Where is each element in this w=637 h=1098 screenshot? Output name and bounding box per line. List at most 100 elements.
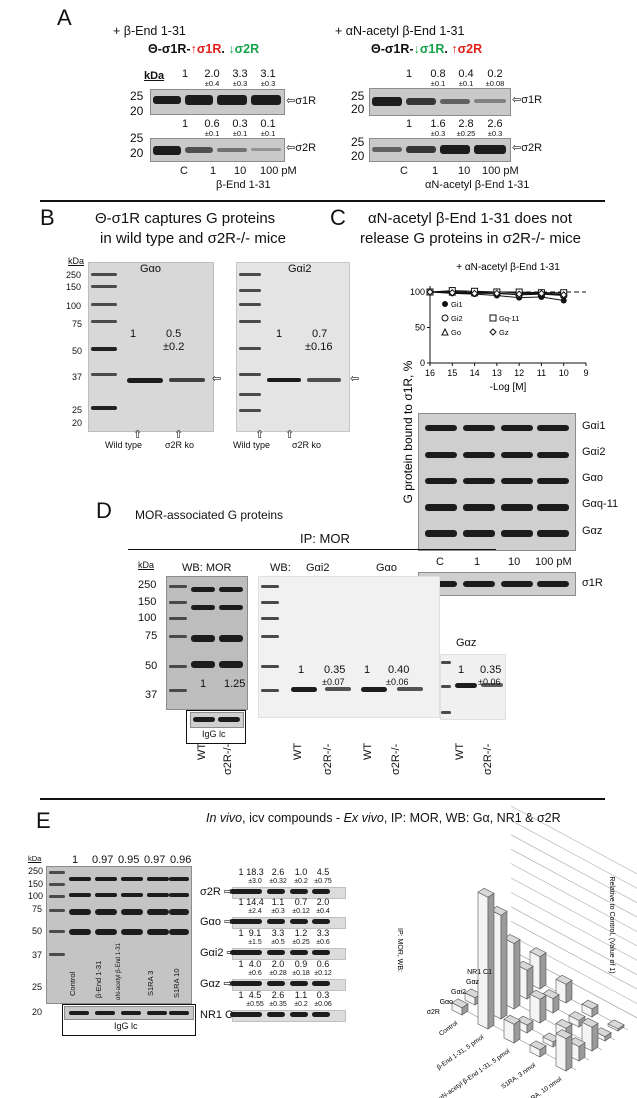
bar-side <box>526 1020 534 1034</box>
mw-marker: 50 <box>72 346 83 356</box>
bar-front <box>581 1003 593 1018</box>
blot-band <box>312 950 330 955</box>
ko-label: σ2R-/- <box>390 743 402 775</box>
y-tick-label: 100 <box>410 287 425 297</box>
series-line <box>430 291 564 295</box>
bar-front <box>594 1031 606 1042</box>
data-point <box>489 314 497 322</box>
quant-value: 4.0 ±0.6 <box>248 959 262 977</box>
x-label: Wild type <box>105 440 143 450</box>
quant-value: 0.35 <box>480 664 502 676</box>
bar-front <box>503 962 515 976</box>
bar-top <box>516 960 534 971</box>
bar-top <box>581 1017 599 1028</box>
quant-value: 0.97 <box>92 854 114 866</box>
blot-band <box>244 950 262 955</box>
data-point <box>448 289 456 297</box>
y-axis-label: G protein bound to σ1R, % <box>401 360 415 503</box>
row-label-3d: Gαo <box>440 999 453 1006</box>
column-label-3d: β-End 1-31, 5 pmol <box>436 1034 486 1072</box>
kda-label: kDa <box>138 560 155 570</box>
lane-label: 1 <box>474 556 481 568</box>
panel-b-title: Θ-σ1R captures G proteins <box>95 210 276 227</box>
quant-value: 0.4 ±0.1 <box>458 68 474 89</box>
mw-marker: 50 <box>32 926 43 936</box>
lane-label: 1 <box>432 165 439 177</box>
quant-value: 0.9 ±0.18 <box>292 959 310 977</box>
row-label: σ2R ⇨ <box>200 886 234 898</box>
subtitle-prefix: Θ-σ1R- <box>148 42 191 56</box>
bar-side <box>578 1015 586 1028</box>
arrow-s1r: ⇦σ1R <box>286 95 317 107</box>
panel-a-left-subtitle: Θ-σ1R-↑σ1R. ↓σ2R <box>148 42 259 56</box>
quant-value: 1.2 ±0.25 <box>292 928 310 946</box>
mw-marker: 25 <box>130 89 144 103</box>
floor-grid <box>471 979 603 1051</box>
quant-value: 1 <box>238 990 244 1000</box>
row-label-3d: Gαz <box>466 979 479 986</box>
blot-band <box>244 981 262 986</box>
lane-label: 100 pM <box>535 556 572 568</box>
blot-band <box>312 919 330 924</box>
bar-top <box>555 974 573 985</box>
bar-front <box>542 1036 554 1048</box>
lane-label: 10 <box>508 556 521 568</box>
blot-band <box>230 889 248 894</box>
lane-label: 10 <box>234 165 247 177</box>
bar-front <box>555 1022 567 1038</box>
x-tick-label: 13 <box>492 368 502 378</box>
arrow-up-icon: ⇧ <box>174 429 184 441</box>
panel-d-title: MOR-associated G proteins <box>135 508 284 522</box>
blot-band <box>267 950 285 955</box>
data-point <box>470 289 479 298</box>
mw-marker: 20 <box>72 418 83 428</box>
blot-label: Gαz <box>582 525 603 537</box>
quant-value: 14.4 ±2.4 <box>246 897 264 915</box>
blot-band <box>230 1012 248 1017</box>
ip-label: IP: MOR <box>300 531 350 546</box>
bar-side <box>565 1034 573 1072</box>
bar-side <box>552 1037 560 1048</box>
western-blot-gaz <box>440 654 506 720</box>
panel-a-left-title: + β-End 1-31 <box>113 24 186 38</box>
lane-caption: αN-acetyl β-End 1-31 <box>425 179 530 191</box>
igg-lc-box <box>186 710 246 744</box>
mw-marker: 150 <box>28 879 44 889</box>
bar-front <box>529 1044 541 1058</box>
bar-front <box>568 1015 580 1028</box>
blot-band <box>312 981 330 986</box>
panel-e-letter: E <box>36 808 51 833</box>
quant-value: 1 <box>364 664 371 676</box>
quant-value: 0.1 ±0.1 <box>260 118 276 139</box>
bar-top <box>529 1040 547 1051</box>
data-point <box>489 328 497 336</box>
data-point <box>515 291 523 299</box>
quant-value: 3.3 ±0.5 <box>271 928 285 946</box>
quant-value: 18.3 ±3.0 <box>246 867 264 885</box>
western-blot-panel-c <box>418 413 576 551</box>
ko-label: σ2R-/- <box>322 743 334 775</box>
data-point <box>426 288 434 296</box>
quant-value: 2.6 ±0.32 <box>269 867 287 885</box>
subtitle-sep: . <box>221 42 225 56</box>
bar-front <box>555 978 567 1004</box>
data-point <box>448 287 456 295</box>
mw-marker: 75 <box>145 630 158 642</box>
floor-grid <box>510 949 637 1019</box>
lane-label: C <box>436 556 444 568</box>
x-label: Wild type <box>233 440 271 450</box>
quant-value: 0.6 ±0.1 <box>204 118 220 139</box>
bar-front <box>568 1041 580 1062</box>
x-tick-label: 14 <box>470 368 480 378</box>
quant-value: 1 <box>72 854 79 866</box>
bar-top <box>503 934 521 944</box>
x-axis-label: -Log [M] <box>490 382 527 393</box>
bar-top <box>490 905 508 916</box>
subtitle-down-s2r: ↓σ2R <box>228 42 260 56</box>
quant-value: ±0.07 <box>322 677 345 687</box>
quant-value: 1 <box>238 959 244 969</box>
bar-top <box>451 998 469 1009</box>
bar-side <box>513 938 521 1010</box>
legend-label: Go <box>451 328 461 337</box>
gai2-label: Gαi2 <box>288 263 312 275</box>
